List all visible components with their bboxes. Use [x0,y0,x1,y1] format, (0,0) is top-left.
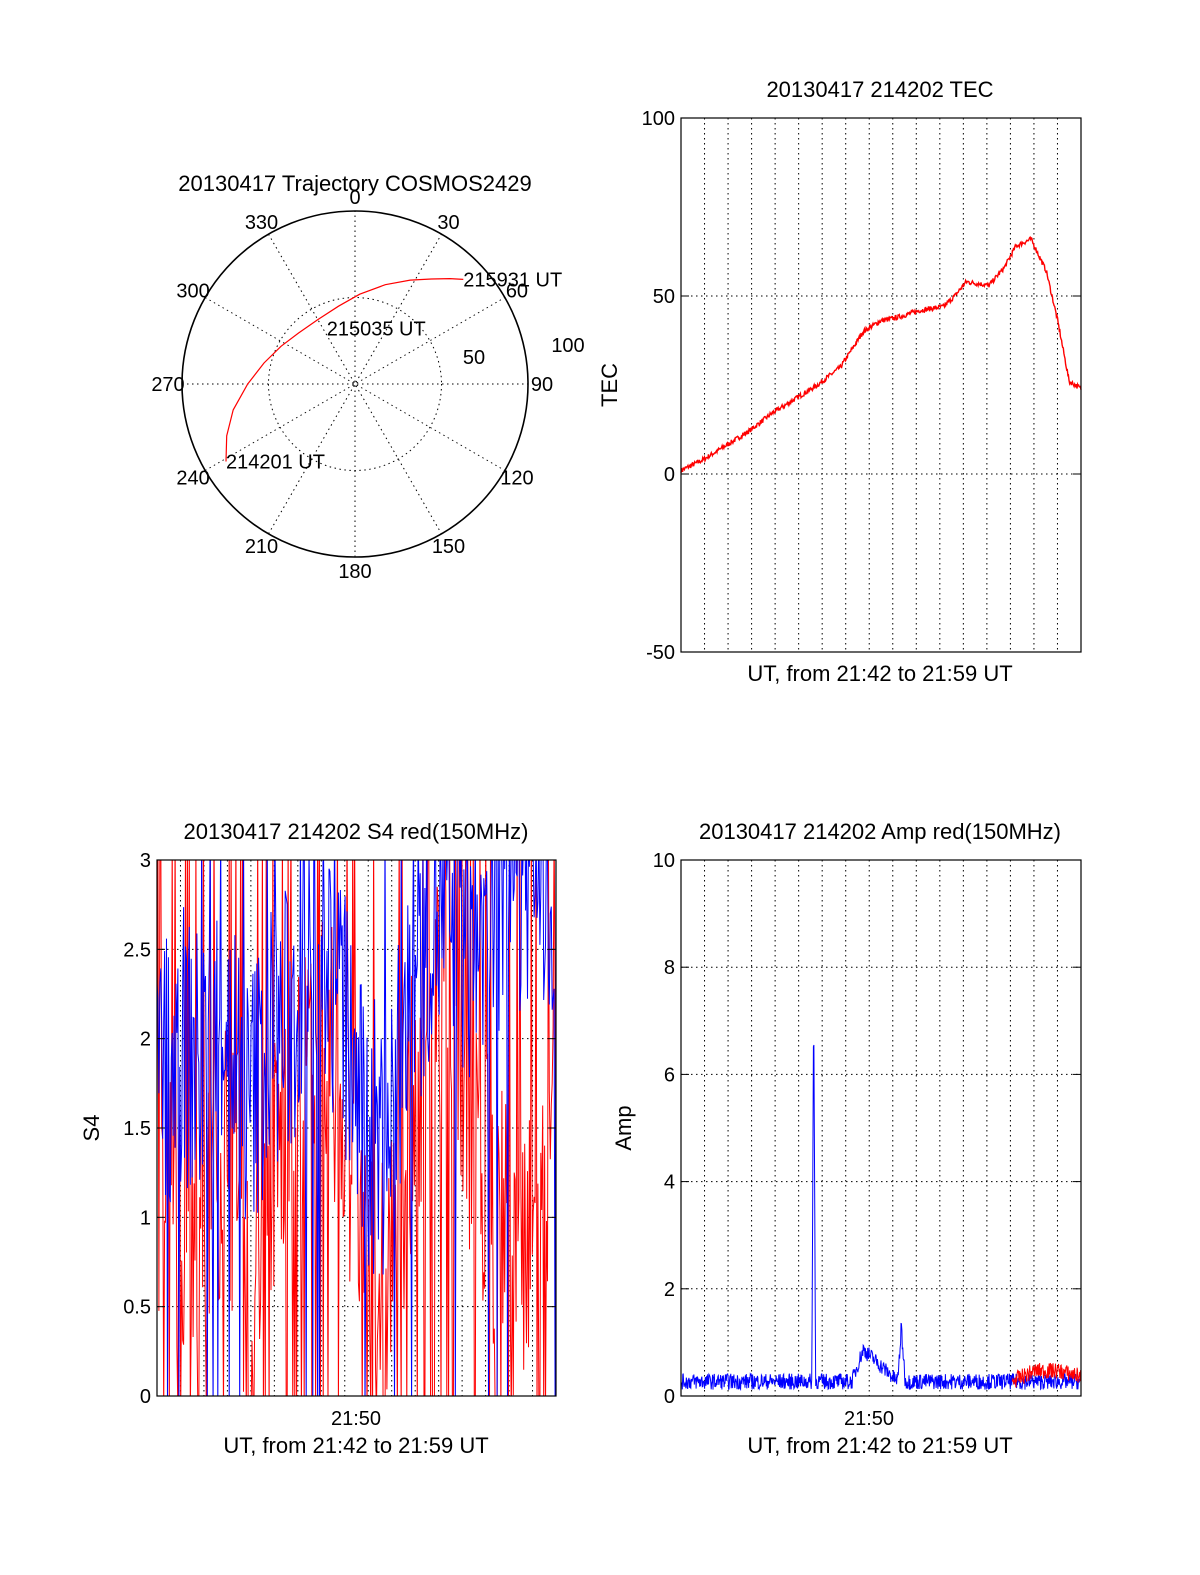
polar-angle-label: 120 [500,468,533,490]
s4-y-axis-label: S4 [79,1115,104,1142]
tec-grid [681,118,1081,652]
polar-angle-label: 300 [176,281,209,303]
s4-y-tick-label: 1 [140,1207,151,1229]
s4-chart: 20130417 214202 S4 red(150MHz) 0 0.5 1 1.5 2… [79,819,557,1458]
tec-y-tick-label: -50 [646,642,675,664]
s4-y-tick-label: 0 [140,1386,151,1408]
polar-title: 20130417 Trajectory COSMOS2429 [178,171,531,196]
s4-y-tick-label: 2.5 [123,939,151,961]
polar-grid [181,210,529,558]
tec-series-line [680,235,1082,473]
tec-y-axis-label: TEC [597,363,622,407]
polar-angle-label: 210 [245,536,278,558]
s4-y-tick-label: 3 [140,850,151,872]
polar-time-annotation: 214201 UT [226,452,325,474]
amp-y-axis-label: Amp [611,1105,636,1150]
tec-chart: 20130417 214202 TEC -50 0 50 100 TEC UT, fr… [597,77,1082,686]
amp-y-tick-label: 0 [664,1386,675,1408]
s4-y-tick-label: 1.5 [123,1118,151,1140]
polar-angle-label: 60 [506,281,528,303]
polar-angle-label: 270 [151,374,184,396]
amp-y-tick-label: 8 [664,957,675,979]
amp-series [680,1044,1082,1392]
polar-angle-label: 90 [531,374,553,396]
amp-grid [681,860,1081,1396]
amp-title: 20130417 214202 Amp red(150MHz) [699,819,1061,844]
tec-plot-frame [680,117,1082,653]
polar-outer-circle [181,210,529,558]
polar-annotations: 214201 UT 215035 UT 215931 UT [226,269,562,473]
polar-angle-label: 330 [245,212,278,234]
amp-y-tick-label: 10 [653,850,675,872]
tec-x-axis-label: UT, from 21:42 to 21:59 UT [747,661,1012,686]
s4-x-axis-label: UT, from 21:42 to 21:59 UT [223,1433,488,1458]
tec-y-tick-label: 0 [664,464,675,486]
amp-x-tick-label: 21:50 [844,1408,894,1430]
s4-title: 20130417 214202 S4 red(150MHz) [184,819,529,844]
polar-chart: 20130417 Trajectory COSMOS2429 0 30 60 90 12… [151,171,584,583]
polar-angle-label: 180 [338,561,371,583]
polar-time-annotation: 215931 UT [463,269,562,291]
s4-y-tick-label: 2 [140,1029,151,1051]
polar-spoke [268,233,442,535]
s4-series [157,860,556,1396]
polar-angle-label: 240 [176,468,209,490]
polar-angle-label: 30 [437,212,459,234]
s4-y-tick-labels: 0 0.5 1 1.5 2 2.5 3 [123,850,556,1408]
polar-radial-label: 100 [551,335,584,357]
tec-y-tick-label: 50 [653,286,675,308]
tec-y-tick-labels: -50 0 50 100 [642,108,1081,664]
polar-radial-label: 50 [463,347,485,369]
polar-spoke [268,233,442,535]
polar-angle-label: 0 [349,187,360,209]
amp-y-tick-label: 6 [664,1064,675,1086]
amp-chart: 20130417 214202 Amp red(150MHz) 0246810 … [611,819,1082,1458]
amp-x-axis-label: UT, from 21:42 to 21:59 UT [747,1433,1012,1458]
polar-angle-label: 150 [432,536,465,558]
polar-angle-labels: 0 30 60 90 120 150 180 210 240 270 300 330 50 100 [151,187,584,583]
s4-x-tick-label: 21:50 [331,1408,381,1430]
amp-y-tick-label: 2 [664,1279,675,1301]
polar-time-annotation: 215035 UT [327,319,426,341]
s4-y-tick-label: 0.5 [123,1297,151,1319]
amp-series-red [1011,1362,1082,1388]
amp-y-tick-labels: 0 2 4 6 8 10 [653,850,1081,1408]
amp-plot-frame [680,859,1082,1397]
tec-y-tick-label: 100 [642,108,675,130]
s4-series-blue [157,860,556,1396]
tec-title: 20130417 214202 TEC [766,77,993,102]
amp-series-blue [680,1044,1082,1392]
amp-y-tick-label: 4 [664,1172,675,1194]
polar-trajectory-line [225,277,464,462]
